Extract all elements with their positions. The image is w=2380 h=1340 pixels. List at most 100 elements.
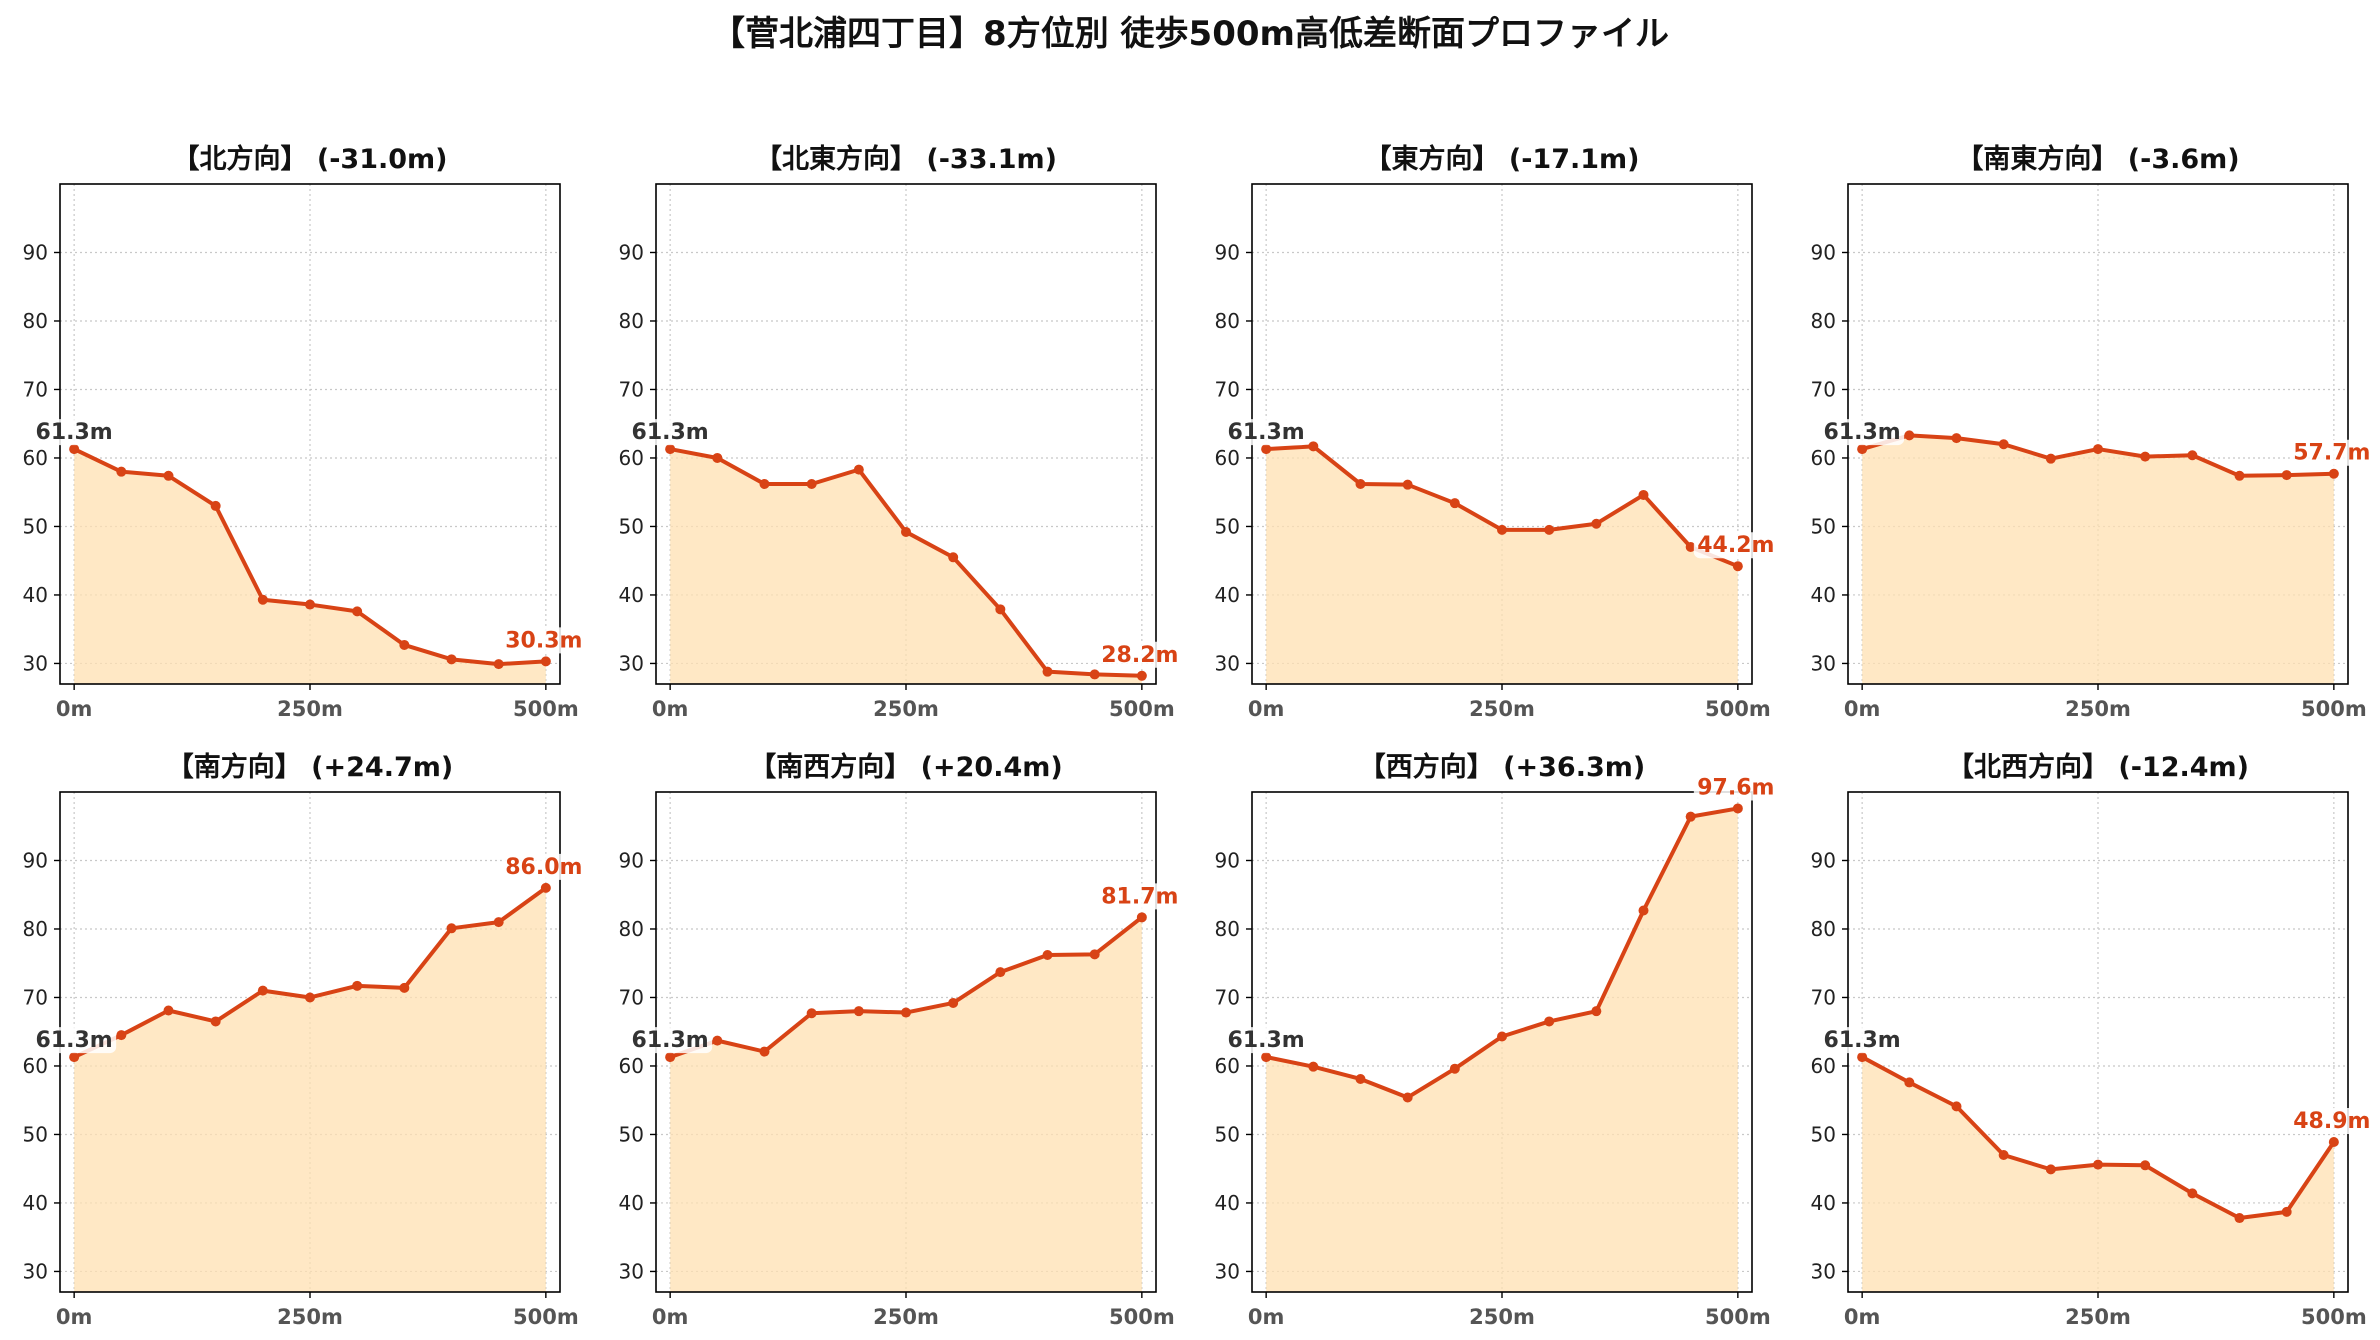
panel-3: 【東方向】 (-17.1m) 30 40 50 60 70 80 90 0m 250m 500m 61…	[1215, 143, 1778, 721]
start-elevation-label: 61.3m	[36, 1028, 113, 1053]
y-tick-label: 60	[1215, 446, 1240, 470]
x-tick-label: 0m	[56, 697, 93, 721]
start-label-background	[1820, 419, 1905, 446]
figure-title: 【菅北浦四丁目】8方位別 徒歩500m高低差断面プロファイル	[711, 14, 1669, 54]
data-point	[1261, 1052, 1272, 1063]
data-point	[806, 479, 817, 489]
x-tick-label: 250m	[873, 697, 939, 721]
x-tick-label: 500m	[513, 697, 579, 721]
x-tick-label: 250m	[2065, 697, 2131, 721]
y-tick-label: 30	[23, 1259, 48, 1283]
end-label-background	[2289, 439, 2374, 466]
data-point	[1261, 444, 1272, 455]
data-point	[1951, 1101, 1962, 1112]
end-elevation-label: 57.7m	[2293, 441, 2370, 466]
y-tick-label: 90	[23, 240, 48, 264]
data-point	[352, 980, 363, 991]
start-label-background	[628, 1027, 713, 1054]
y-tick-label: 30	[1215, 651, 1240, 675]
start-label-background	[1820, 1027, 1905, 1054]
y-tick-label: 40	[1215, 1191, 1240, 1215]
data-point	[759, 1046, 770, 1057]
y-tick-label: 70	[1215, 377, 1240, 401]
y-tick-label: 70	[23, 377, 48, 401]
data-point	[1042, 950, 1053, 961]
start-label-background	[32, 1027, 117, 1054]
panel-title: 【西方向】 (+36.3m)	[1359, 751, 1645, 783]
data-point	[2281, 470, 2292, 481]
x-tick-label: 250m	[277, 1305, 343, 1329]
data-point	[540, 882, 551, 893]
data-point	[1904, 1077, 1915, 1088]
data-point	[1857, 1052, 1868, 1063]
panel-1: 【北方向】 (-31.0m) 30 40 50 60 70 80 90 0m 250m 500m 61…	[23, 143, 586, 721]
start-elevation-label: 61.3m	[1824, 1028, 1901, 1053]
data-point	[1497, 524, 1507, 535]
data-point	[2234, 470, 2245, 481]
panel-4: 【南東方向】 (-3.6m) 30 40 50 60 70 80 90 0m 250m 500m 61…	[1811, 143, 2374, 721]
data-point	[995, 967, 1006, 978]
data-point	[446, 654, 457, 665]
data-point	[2328, 1137, 2339, 1147]
start-elevation-label: 61.3m	[1228, 1028, 1305, 1053]
panel-8: 【北西方向】 (-12.4m) 30 40 50 60 70 80 90 0m 250m 500m 6…	[1811, 751, 2374, 1329]
data-point	[116, 466, 127, 477]
end-elevation-label: 86.0m	[505, 855, 582, 880]
y-tick-label: 60	[1215, 1054, 1240, 1078]
y-tick-label: 40	[1811, 583, 1836, 607]
data-point	[1685, 811, 1696, 822]
data-point	[665, 1052, 676, 1063]
y-tick-label: 40	[1215, 583, 1240, 607]
y-tick-label: 30	[619, 651, 644, 675]
x-tick-label: 0m	[1248, 697, 1285, 721]
data-point	[1857, 444, 1868, 455]
y-tick-label: 60	[1811, 446, 1836, 470]
data-point	[399, 639, 410, 650]
data-point	[901, 1007, 911, 1018]
data-point	[399, 982, 410, 993]
y-tick-label: 70	[619, 377, 644, 401]
y-tick-label: 50	[1215, 514, 1240, 538]
y-tick-label: 80	[23, 309, 48, 333]
data-point	[2093, 1159, 2103, 1170]
data-point	[1308, 441, 1319, 452]
y-tick-label: 30	[1811, 1259, 1836, 1283]
data-point	[305, 992, 315, 1003]
data-point	[1732, 561, 1743, 572]
data-point	[1544, 1016, 1555, 1027]
y-tick-label: 30	[1811, 651, 1836, 675]
y-tick-label: 30	[1215, 1259, 1240, 1283]
data-point	[948, 552, 959, 563]
elevation-area	[670, 449, 1142, 684]
x-tick-label: 250m	[873, 1305, 939, 1329]
data-point	[493, 659, 504, 670]
elevation-area	[1266, 808, 1738, 1292]
y-tick-label: 50	[1811, 514, 1836, 538]
panel-5: 【南方向】 (+24.7m) 30 40 50 60 70 80 90 0m 250m 500m 61…	[23, 751, 586, 1329]
y-tick-label: 70	[1811, 377, 1836, 401]
data-point	[1355, 479, 1366, 489]
end-label-background	[2289, 1108, 2374, 1134]
y-tick-label: 50	[619, 514, 644, 538]
data-point	[1136, 670, 1147, 681]
data-point	[1402, 1092, 1413, 1103]
end-label-background	[1693, 774, 1778, 801]
x-tick-label: 0m	[56, 1305, 93, 1329]
data-point	[1402, 479, 1413, 490]
end-label-background	[1097, 641, 1182, 668]
panel-title: 【北東方向】 (-33.1m)	[755, 143, 1057, 175]
x-tick-label: 250m	[1469, 1305, 1535, 1329]
y-tick-label: 40	[1811, 1191, 1836, 1215]
y-tick-label: 30	[23, 651, 48, 675]
elevation-area	[1266, 446, 1738, 684]
x-tick-label: 0m	[652, 697, 689, 721]
elevation-area	[1862, 435, 2334, 684]
data-point	[712, 452, 723, 463]
x-tick-label: 0m	[1248, 1305, 1285, 1329]
y-tick-label: 90	[1811, 240, 1836, 264]
y-tick-label: 40	[23, 583, 48, 607]
end-elevation-label: 48.9m	[2293, 1109, 2370, 1134]
data-point	[2045, 1164, 2056, 1175]
